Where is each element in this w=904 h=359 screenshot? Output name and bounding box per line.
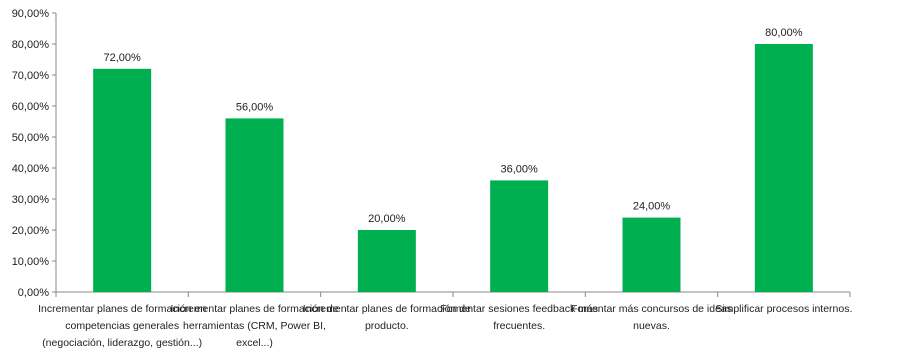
- bar: [622, 217, 681, 292]
- category-label: Fomentar más concursos de ideas: [571, 303, 732, 315]
- bar: [490, 180, 549, 292]
- y-tick-label: 60,00%: [12, 101, 50, 113]
- y-tick-label: 20,00%: [12, 225, 50, 237]
- y-tick-label: 0,00%: [18, 287, 49, 299]
- bar: [93, 68, 152, 292]
- y-tick-label: 90,00%: [12, 8, 50, 20]
- category-label: nuevas.: [633, 320, 670, 332]
- category-label: frecuentes.: [493, 320, 545, 332]
- bar: [754, 44, 813, 292]
- data-label: 72,00%: [104, 52, 142, 64]
- category-label: (negociación, liderazgo, gestión...): [42, 337, 202, 349]
- y-tick-label: 70,00%: [12, 70, 50, 82]
- data-label: 20,00%: [368, 213, 406, 225]
- category-label: Fomentar sesiones feedback más: [440, 303, 598, 315]
- x-axis: [55, 291, 851, 297]
- category-label: Simplificar procesos internos.: [715, 303, 852, 315]
- y-tick-label: 80,00%: [12, 39, 50, 51]
- data-label: 80,00%: [765, 27, 803, 39]
- bar: [225, 118, 284, 293]
- category-label: excel...): [236, 337, 273, 349]
- category-label: producto.: [365, 320, 409, 332]
- y-tick-label: 30,00%: [12, 194, 50, 206]
- y-axis: 0,00% 10,00% 20,00% 30,00% 40,00% 50,00% 60,00…: [12, 8, 57, 299]
- data-labels: 72,00% 56,00% 20,00% 36,00% 24,00% 80,00%: [104, 27, 803, 225]
- data-label: 36,00%: [501, 163, 539, 175]
- bar: [357, 230, 416, 292]
- data-label: 56,00%: [236, 101, 274, 113]
- data-label: 24,00%: [633, 201, 671, 213]
- category-label: Incrementar planes de formación de: [170, 303, 338, 315]
- y-tick-label: 10,00%: [12, 256, 50, 268]
- category-labels: Incrementar planes de formación en compet…: [38, 303, 852, 349]
- bars: [93, 44, 813, 293]
- y-tick-label: 50,00%: [12, 132, 50, 144]
- category-label: herramientas (CRM, Power BI,: [183, 320, 326, 332]
- category-label: Incrementar planes de formación de: [303, 303, 471, 315]
- category-label: Incrementar planes de formación en: [38, 303, 206, 315]
- y-tick-label: 40,00%: [12, 163, 50, 175]
- category-label: competencias generales: [65, 320, 179, 332]
